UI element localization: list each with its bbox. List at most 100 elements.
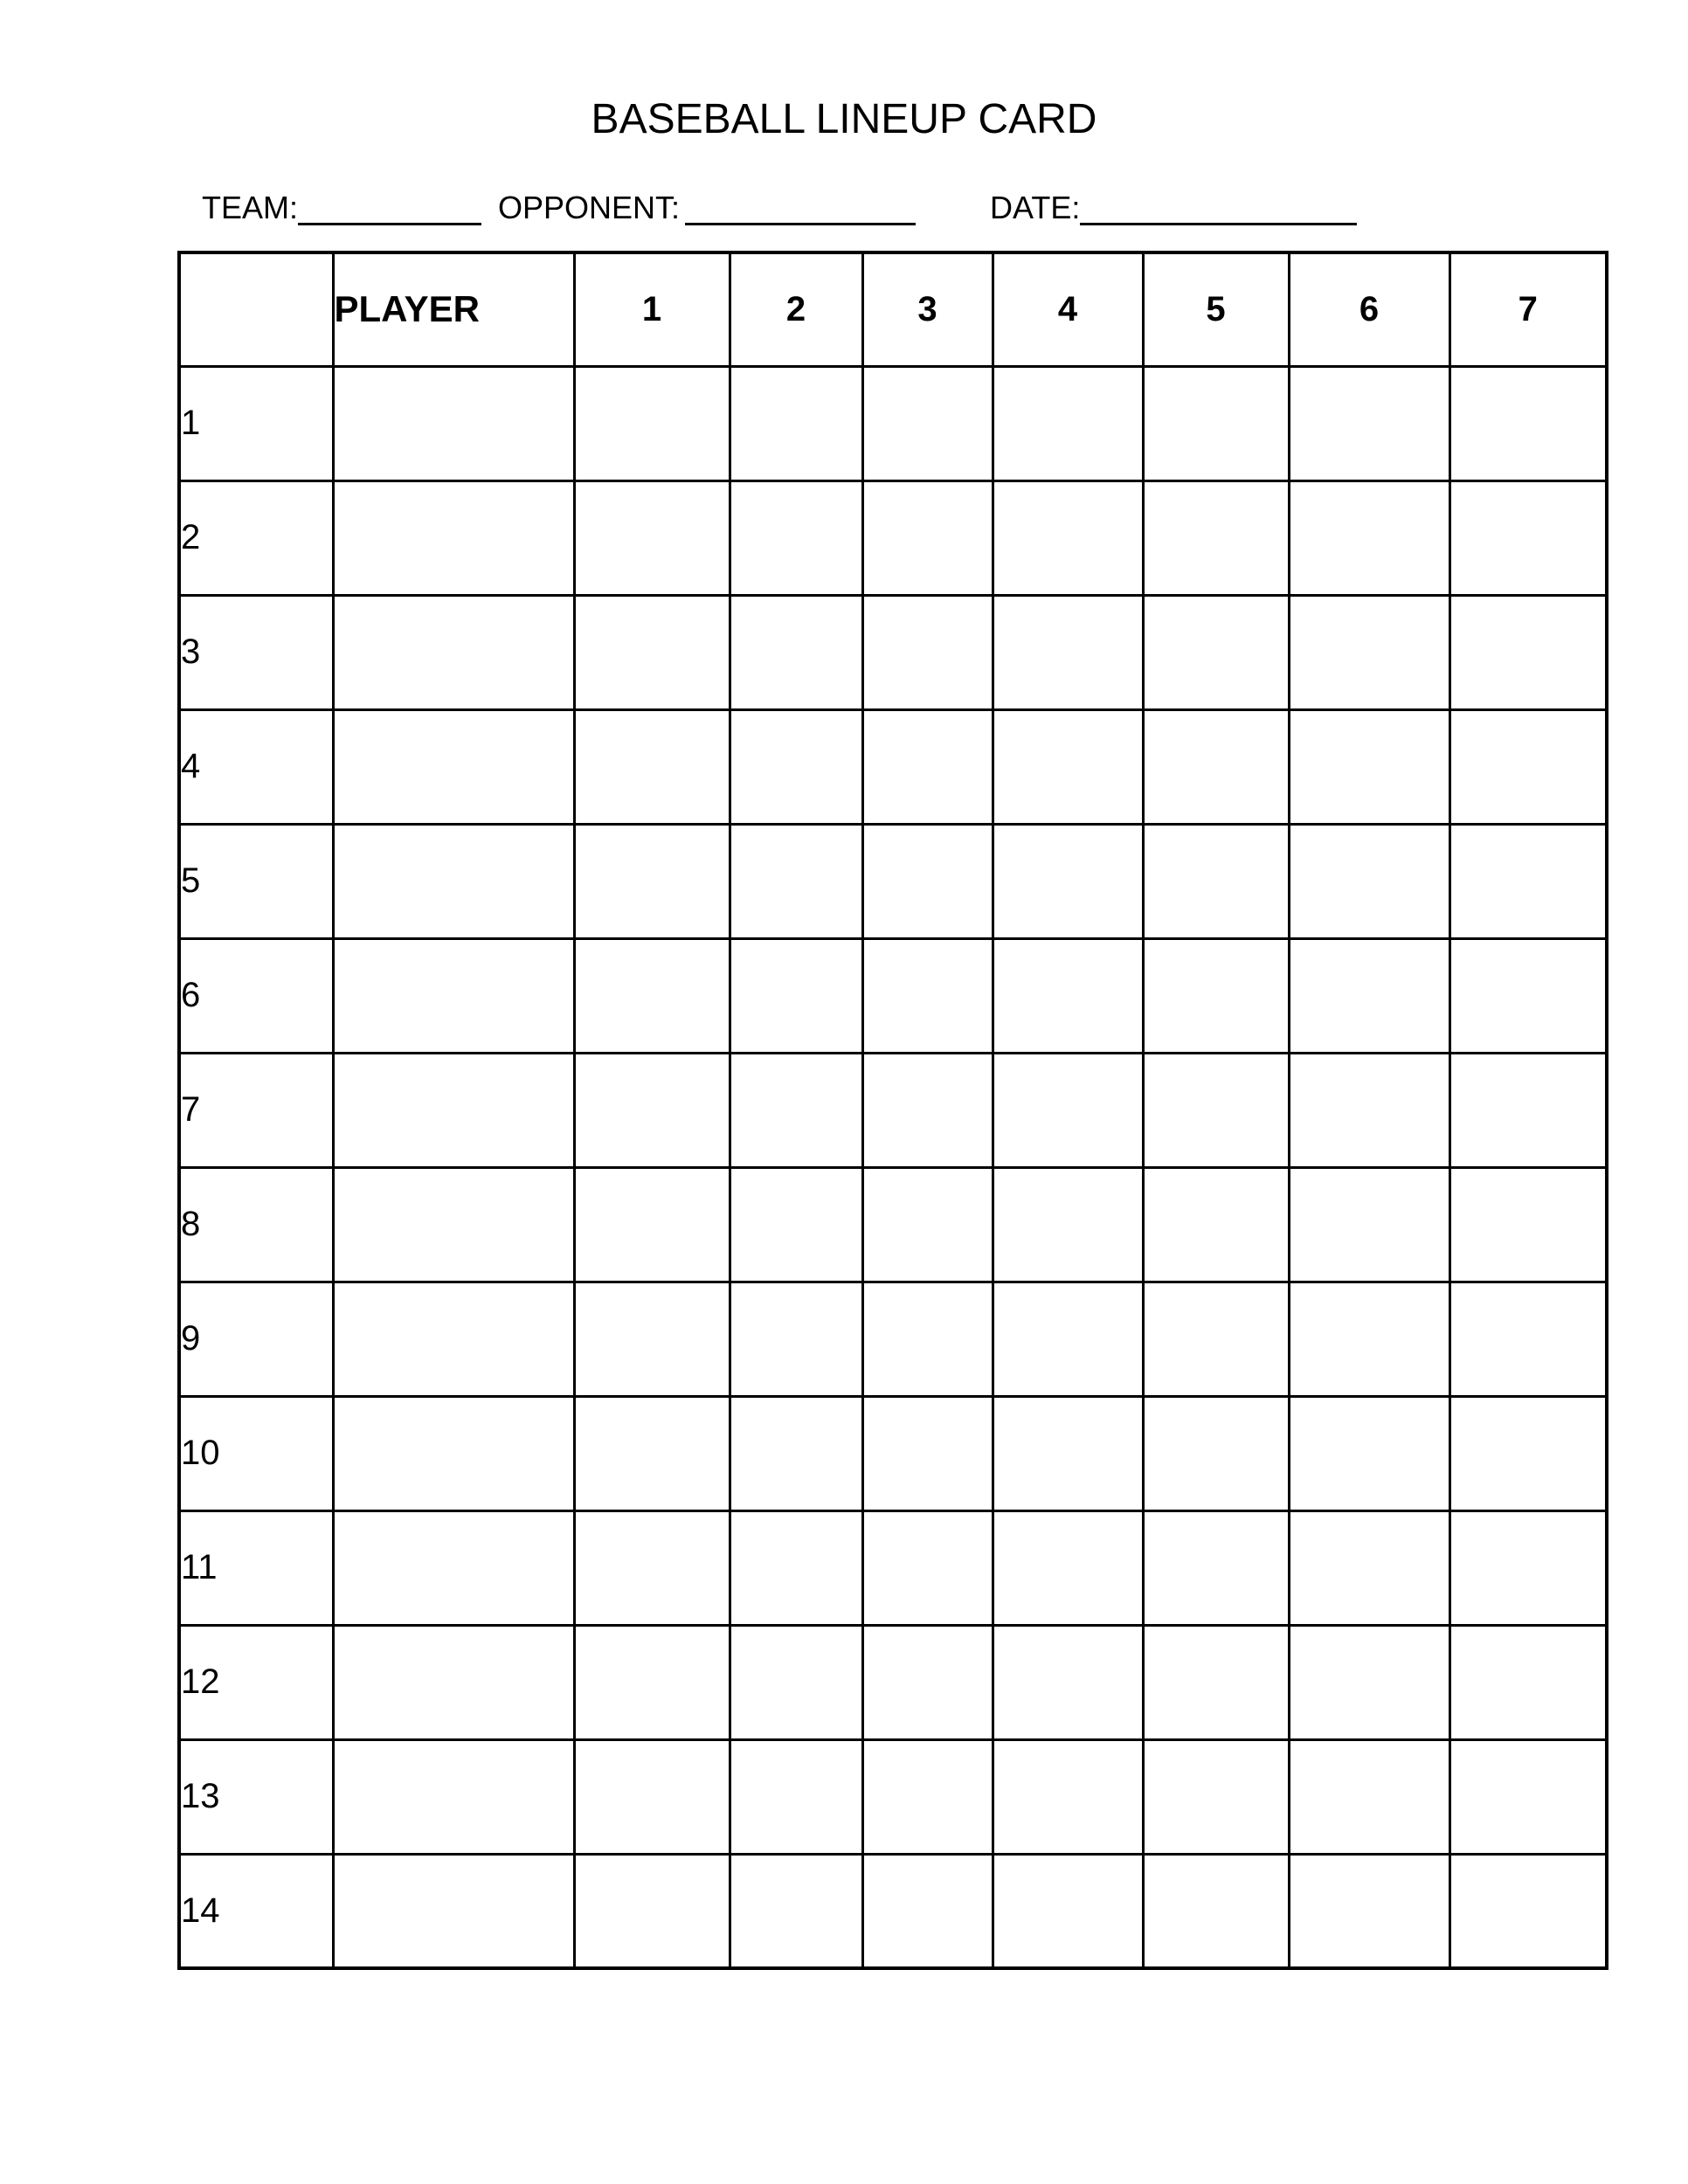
- inning-cell[interactable]: [991, 593, 1145, 711]
- inning-cell[interactable]: [572, 479, 731, 597]
- inning-cell[interactable]: [991, 364, 1145, 482]
- inning-cell[interactable]: [728, 1738, 864, 1856]
- player-name-cell[interactable]: [331, 1623, 576, 1741]
- inning-cell[interactable]: [572, 1509, 731, 1627]
- player-name-cell[interactable]: [331, 936, 576, 1054]
- inning-cell[interactable]: [728, 1852, 864, 1970]
- inning-cell[interactable]: [728, 708, 864, 826]
- inning-cell[interactable]: [1141, 822, 1290, 940]
- inning-cell[interactable]: [1448, 1394, 1608, 1512]
- inning-cell[interactable]: [991, 479, 1145, 597]
- inning-cell[interactable]: [728, 1623, 864, 1741]
- inning-cell[interactable]: [1448, 479, 1608, 597]
- inning-cell[interactable]: [1448, 593, 1608, 711]
- inning-cell[interactable]: [861, 1852, 994, 1970]
- inning-cell[interactable]: [1141, 936, 1290, 1054]
- player-name-cell[interactable]: [331, 1509, 576, 1627]
- inning-cell[interactable]: [861, 1623, 994, 1741]
- opponent-fill-line[interactable]: [685, 192, 917, 225]
- inning-cell[interactable]: [1141, 364, 1290, 482]
- inning-cell[interactable]: [1448, 1051, 1608, 1169]
- inning-cell[interactable]: [1287, 708, 1451, 826]
- inning-cell[interactable]: [1448, 822, 1608, 940]
- inning-cell[interactable]: [728, 1165, 864, 1283]
- player-name-cell[interactable]: [331, 822, 576, 940]
- inning-cell[interactable]: [1448, 1852, 1608, 1970]
- inning-cell[interactable]: [1287, 1852, 1451, 1970]
- inning-cell[interactable]: [572, 1623, 731, 1741]
- inning-cell[interactable]: [861, 1394, 994, 1512]
- inning-cell[interactable]: [861, 708, 994, 826]
- inning-cell[interactable]: [1448, 1280, 1608, 1398]
- inning-cell[interactable]: [1141, 1280, 1290, 1398]
- inning-cell[interactable]: [861, 822, 994, 940]
- inning-cell[interactable]: [1141, 1509, 1290, 1627]
- player-name-cell[interactable]: [331, 479, 576, 597]
- inning-cell[interactable]: [991, 708, 1145, 826]
- inning-cell[interactable]: [1448, 936, 1608, 1054]
- inning-cell[interactable]: [1287, 1051, 1451, 1169]
- inning-cell[interactable]: [991, 822, 1145, 940]
- inning-cell[interactable]: [1448, 708, 1608, 826]
- inning-cell[interactable]: [572, 1852, 731, 1970]
- player-name-cell[interactable]: [331, 1394, 576, 1512]
- inning-cell[interactable]: [728, 593, 864, 711]
- inning-cell[interactable]: [861, 1738, 994, 1856]
- inning-cell[interactable]: [1141, 1165, 1290, 1283]
- inning-cell[interactable]: [1448, 1509, 1608, 1627]
- inning-cell[interactable]: [1141, 1394, 1290, 1512]
- inning-cell[interactable]: [572, 364, 731, 482]
- inning-cell[interactable]: [1287, 1509, 1451, 1627]
- inning-cell[interactable]: [861, 364, 994, 482]
- inning-cell[interactable]: [1141, 708, 1290, 826]
- inning-cell[interactable]: [861, 1509, 994, 1627]
- inning-cell[interactable]: [728, 936, 864, 1054]
- inning-cell[interactable]: [572, 936, 731, 1054]
- inning-cell[interactable]: [728, 822, 864, 940]
- inning-cell[interactable]: [572, 1738, 731, 1856]
- inning-cell[interactable]: [861, 1280, 994, 1398]
- inning-cell[interactable]: [1287, 822, 1451, 940]
- inning-cell[interactable]: [1141, 593, 1290, 711]
- inning-cell[interactable]: [991, 1852, 1145, 1970]
- inning-cell[interactable]: [572, 1394, 731, 1512]
- inning-cell[interactable]: [1141, 1623, 1290, 1741]
- inning-cell[interactable]: [991, 1165, 1145, 1283]
- player-name-cell[interactable]: [331, 1165, 576, 1283]
- player-name-cell[interactable]: [331, 708, 576, 826]
- inning-cell[interactable]: [572, 708, 731, 826]
- inning-cell[interactable]: [728, 1509, 864, 1627]
- inning-cell[interactable]: [1141, 1852, 1290, 1970]
- inning-cell[interactable]: [861, 936, 994, 1054]
- inning-cell[interactable]: [1287, 479, 1451, 597]
- inning-cell[interactable]: [728, 1051, 864, 1169]
- inning-cell[interactable]: [1287, 936, 1451, 1054]
- inning-cell[interactable]: [861, 1165, 994, 1283]
- inning-cell[interactable]: [861, 1051, 994, 1169]
- inning-cell[interactable]: [861, 593, 994, 711]
- inning-cell[interactable]: [991, 1509, 1145, 1627]
- inning-cell[interactable]: [1287, 1738, 1451, 1856]
- inning-cell[interactable]: [572, 1280, 731, 1398]
- inning-cell[interactable]: [572, 1165, 731, 1283]
- inning-cell[interactable]: [1141, 1738, 1290, 1856]
- inning-cell[interactable]: [1448, 1165, 1608, 1283]
- inning-cell[interactable]: [1448, 1738, 1608, 1856]
- date-fill-line[interactable]: [1080, 192, 1358, 225]
- inning-cell[interactable]: [861, 479, 994, 597]
- inning-cell[interactable]: [1448, 364, 1608, 482]
- inning-cell[interactable]: [728, 1280, 864, 1398]
- player-name-cell[interactable]: [331, 1280, 576, 1398]
- player-name-cell[interactable]: [331, 364, 576, 482]
- inning-cell[interactable]: [1287, 1280, 1451, 1398]
- player-name-cell[interactable]: [331, 1852, 576, 1970]
- inning-cell[interactable]: [1287, 364, 1451, 482]
- inning-cell[interactable]: [1287, 1623, 1451, 1741]
- team-fill-line[interactable]: [298, 192, 482, 225]
- inning-cell[interactable]: [1287, 593, 1451, 711]
- inning-cell[interactable]: [1141, 479, 1290, 597]
- player-name-cell[interactable]: [331, 1738, 576, 1856]
- inning-cell[interactable]: [728, 364, 864, 482]
- inning-cell[interactable]: [1287, 1394, 1451, 1512]
- player-name-cell[interactable]: [331, 1051, 576, 1169]
